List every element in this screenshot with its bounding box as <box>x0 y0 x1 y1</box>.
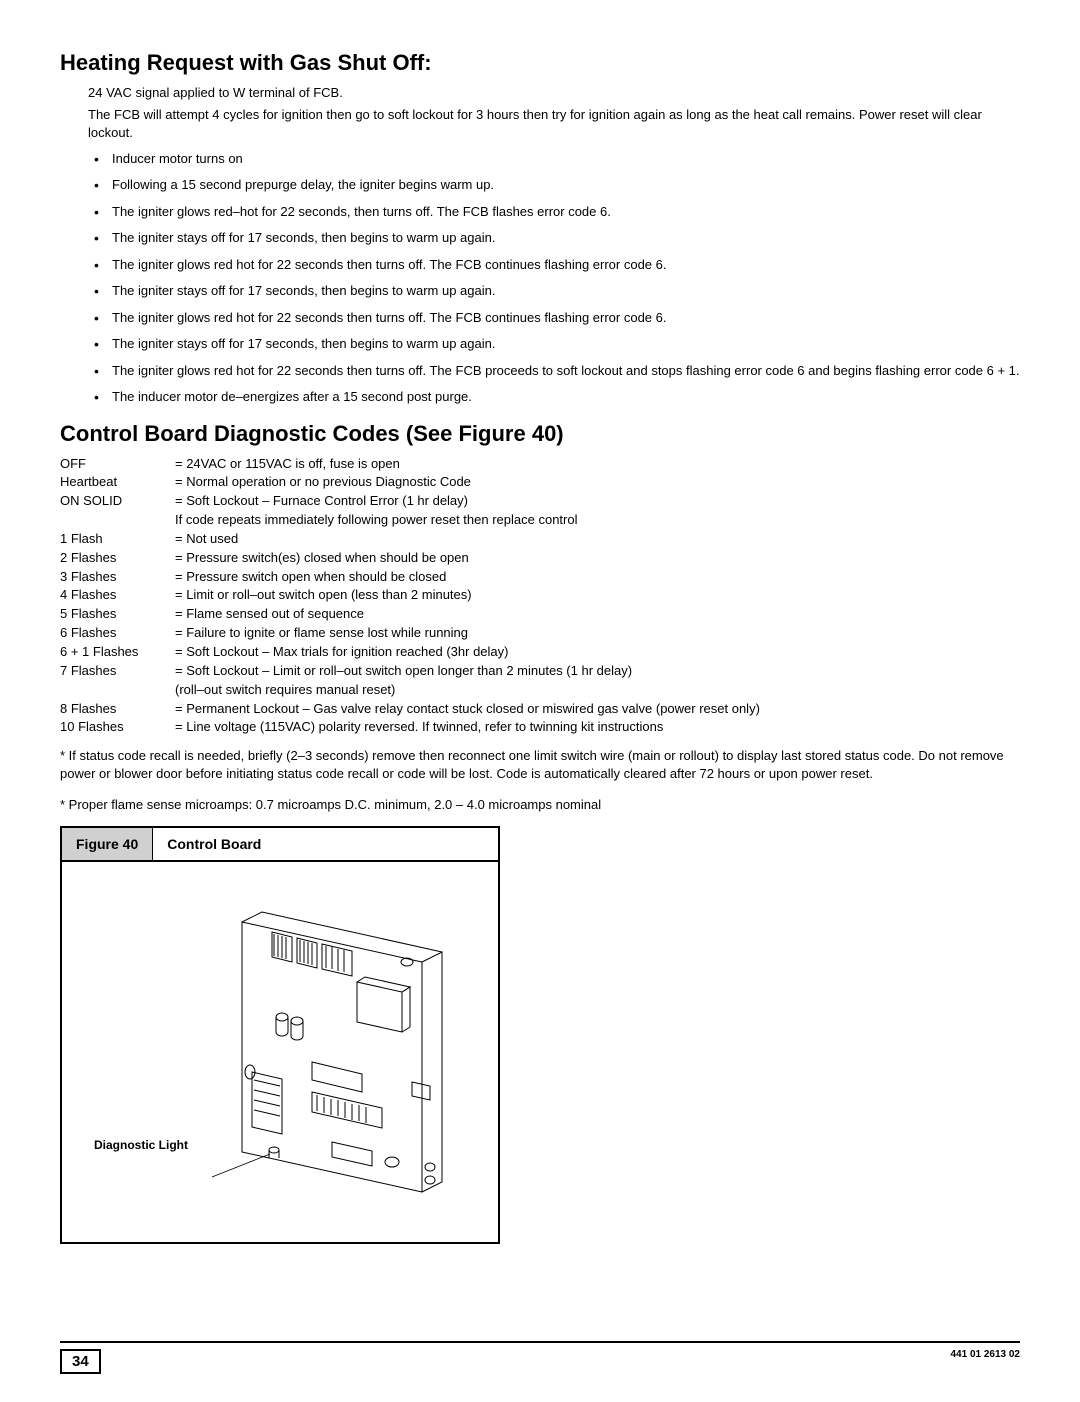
page-footer: 34 441 01 2613 02 <box>60 1341 1020 1374</box>
code-label: 3 Flashes <box>60 568 175 587</box>
code-row: (roll–out switch requires manual reset) <box>60 681 1020 700</box>
code-row: 1 Flash= Not used <box>60 530 1020 549</box>
bullet-item: The igniter stays off for 17 seconds, th… <box>88 334 1020 354</box>
code-label: 2 Flashes <box>60 549 175 568</box>
intro-line-2: The FCB will attempt 4 cycles for igniti… <box>88 106 1020 142</box>
diagnostic-codes-table: OFF= 24VAC or 115VAC is off, fuse is ope… <box>60 455 1020 738</box>
figure-number: Figure 40 <box>62 828 153 860</box>
code-label: 6 + 1 Flashes <box>60 643 175 662</box>
code-desc: = Normal operation or no previous Diagno… <box>175 473 1020 492</box>
code-row: 6 + 1 Flashes= Soft Lockout – Max trials… <box>60 643 1020 662</box>
code-row: 5 Flashes= Flame sensed out of sequence <box>60 605 1020 624</box>
figure-body: Diagnostic Light <box>62 862 498 1242</box>
code-row: 8 Flashes= Permanent Lockout – Gas valve… <box>60 700 1020 719</box>
code-desc: = 24VAC or 115VAC is off, fuse is open <box>175 455 1020 474</box>
code-row: 7 Flashes= Soft Lockout – Limit or roll–… <box>60 662 1020 681</box>
code-label: 6 Flashes <box>60 624 175 643</box>
code-row: Heartbeat= Normal operation or no previo… <box>60 473 1020 492</box>
bullet-item: The igniter stays off for 17 seconds, th… <box>88 228 1020 248</box>
code-desc: = Soft Lockout – Furnace Control Error (… <box>175 492 1020 511</box>
code-row: ON SOLID= Soft Lockout – Furnace Control… <box>60 492 1020 511</box>
code-desc: = Soft Lockout – Max trials for ignition… <box>175 643 1020 662</box>
bullet-item: Following a 15 second prepurge delay, th… <box>88 175 1020 195</box>
code-label: 7 Flashes <box>60 662 175 681</box>
footnote-1: * If status code recall is needed, brief… <box>60 747 1020 783</box>
figure-40-box: Figure 40 Control Board Diagnostic Light <box>60 826 500 1244</box>
code-label <box>60 511 175 530</box>
code-row: 10 Flashes= Line voltage (115VAC) polari… <box>60 718 1020 737</box>
code-row: 6 Flashes= Failure to ignite or flame se… <box>60 624 1020 643</box>
code-desc: = Flame sensed out of sequence <box>175 605 1020 624</box>
code-desc: = Pressure switch(es) closed when should… <box>175 549 1020 568</box>
code-desc: = Line voltage (115VAC) polarity reverse… <box>175 718 1020 737</box>
code-label: 4 Flashes <box>60 586 175 605</box>
bullet-item: The igniter stays off for 17 seconds, th… <box>88 281 1020 301</box>
figure-title: Control Board <box>153 828 275 860</box>
bullet-item: The inducer motor de–energizes after a 1… <box>88 387 1020 407</box>
bullet-item: The igniter glows red–hot for 22 seconds… <box>88 202 1020 222</box>
bullet-item: The igniter glows red hot for 22 seconds… <box>88 255 1020 275</box>
page-number: 34 <box>60 1349 101 1374</box>
code-row: If code repeats immediately following po… <box>60 511 1020 530</box>
diagnostic-light-label: Diagnostic Light <box>94 1138 188 1152</box>
code-label: OFF <box>60 455 175 474</box>
code-label <box>60 681 175 700</box>
code-label: 10 Flashes <box>60 718 175 737</box>
code-desc: If code repeats immediately following po… <box>175 511 1020 530</box>
footnote-2: * Proper flame sense microamps: 0.7 micr… <box>60 796 1020 814</box>
code-row: OFF= 24VAC or 115VAC is off, fuse is ope… <box>60 455 1020 474</box>
code-desc: = Permanent Lockout – Gas valve relay co… <box>175 700 1020 719</box>
code-desc: = Pressure switch open when should be cl… <box>175 568 1020 587</box>
code-desc: = Soft Lockout – Limit or roll–out switc… <box>175 662 1020 681</box>
intro-line-1: 24 VAC signal applied to W terminal of F… <box>88 84 1020 102</box>
figure-header: Figure 40 Control Board <box>62 828 498 862</box>
code-label: ON SOLID <box>60 492 175 511</box>
code-desc: = Not used <box>175 530 1020 549</box>
code-desc: = Limit or roll–out switch open (less th… <box>175 586 1020 605</box>
code-label: Heartbeat <box>60 473 175 492</box>
control-board-icon <box>182 882 462 1222</box>
code-row: 4 Flashes= Limit or roll–out switch open… <box>60 586 1020 605</box>
bullet-list: Inducer motor turns on Following a 15 se… <box>88 149 1020 407</box>
document-number: 441 01 2613 02 <box>950 1349 1020 1360</box>
bullet-item: The igniter glows red hot for 22 seconds… <box>88 361 1020 381</box>
code-desc: = Failure to ignite or flame sense lost … <box>175 624 1020 643</box>
code-row: 3 Flashes= Pressure switch open when sho… <box>60 568 1020 587</box>
code-desc: (roll–out switch requires manual reset) <box>175 681 1020 700</box>
code-label: 5 Flashes <box>60 605 175 624</box>
section-heading-gas-shutoff: Heating Request with Gas Shut Off: <box>60 50 1020 76</box>
code-label: 8 Flashes <box>60 700 175 719</box>
section-heading-diagnostic-codes: Control Board Diagnostic Codes (See Figu… <box>60 421 1020 447</box>
bullet-item: Inducer motor turns on <box>88 149 1020 169</box>
code-row: 2 Flashes= Pressure switch(es) closed wh… <box>60 549 1020 568</box>
code-label: 1 Flash <box>60 530 175 549</box>
bullet-item: The igniter glows red hot for 22 seconds… <box>88 308 1020 328</box>
